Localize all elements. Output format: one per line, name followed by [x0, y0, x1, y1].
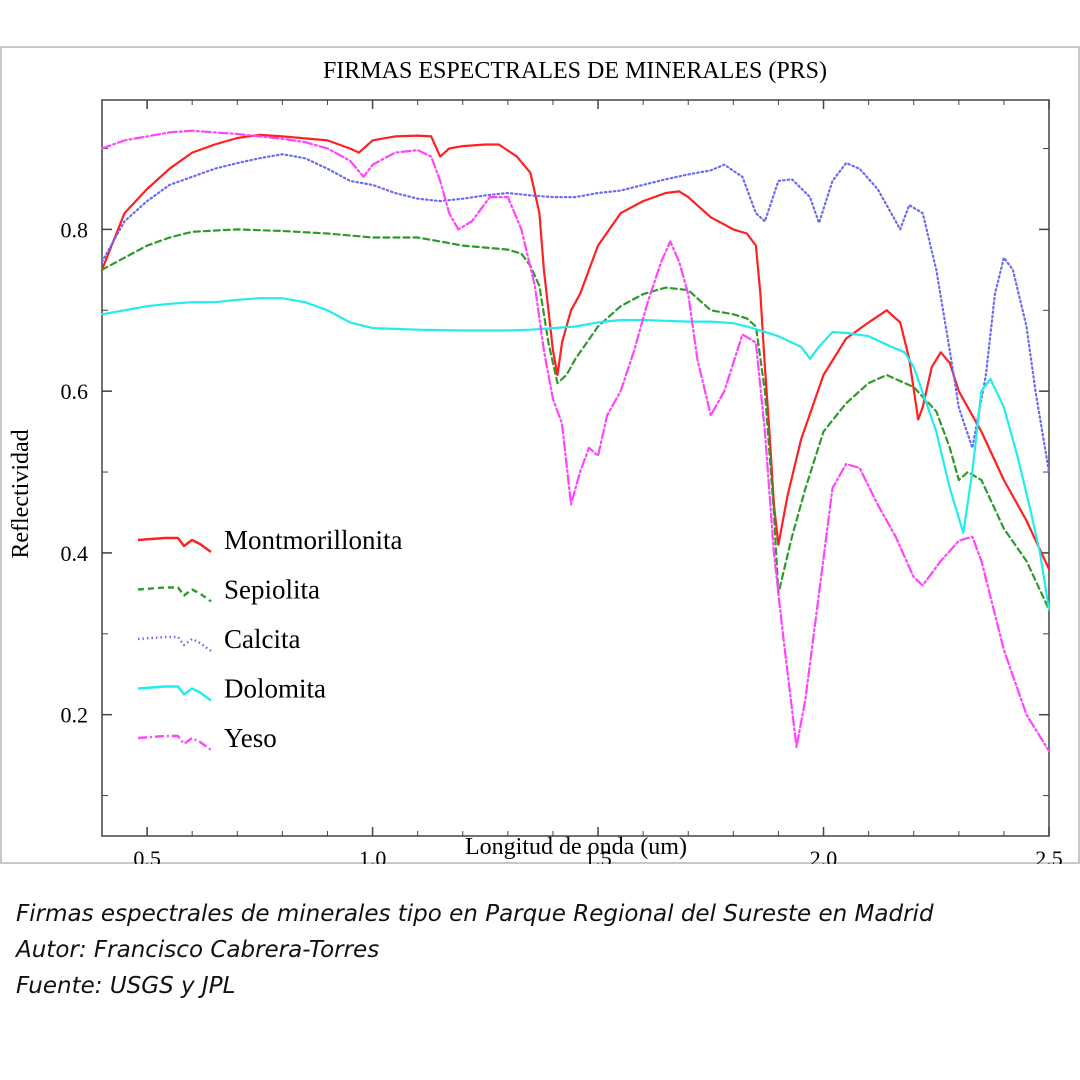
- plot-frame: [101, 99, 1050, 837]
- series-line-calcita: [100, 153, 1051, 474]
- caption-source: Fuente: USGS y JPL: [16, 973, 236, 999]
- series-line-montmorillonita: [100, 133, 1051, 571]
- figure-caption: Firmas espectrales de minerales tipo en …: [16, 896, 934, 1004]
- spectral-chart: FIRMAS ESPECTRALES DE MINERALES (PRS) 0.…: [0, 46, 1080, 864]
- chart-canvas: FIRMAS ESPECTRALES DE MINERALES (PRS) 0.…: [0, 46, 1080, 864]
- plot-area: 0.5 1.0 1.5 2.0 2.5 0.2 0.4 0.6 0.8: [61, 99, 1063, 864]
- x-tick-label: 2.5: [1035, 846, 1063, 864]
- x-tick-label: 0.5: [133, 846, 161, 864]
- caption-author: Autor: Francisco Cabrera-Torres: [16, 937, 380, 963]
- legend-swatch-dolomita: [137, 685, 212, 702]
- x-tick-label: 2.0: [810, 846, 838, 864]
- y-tick-label: 0.6: [61, 379, 89, 404]
- y-axis-label: Reflectividad: [8, 429, 34, 558]
- legend-label-sepiolita: Sepiolita: [224, 575, 320, 605]
- legend-swatch-calcita: [137, 635, 212, 652]
- legend-label-dolomita: Dolomita: [224, 674, 326, 704]
- x-axis-label: Longitud de onda (um): [465, 834, 687, 860]
- series-line-yeso: [100, 129, 1051, 753]
- series-lines: [100, 129, 1051, 753]
- axis-ticks: 0.5 1.0 1.5 2.0 2.5 0.2 0.4 0.6 0.8: [61, 100, 1063, 864]
- y-tick-label: 0.8: [61, 217, 89, 242]
- legend: Montmorillonita Sepiolita Calcita Dolomita Y…: [137, 525, 403, 753]
- caption-title: Firmas espectrales de minerales tipo en …: [16, 901, 934, 927]
- chart-outer-border: [0, 46, 1080, 864]
- legend-label-calcita: Calcita: [224, 624, 300, 654]
- y-tick-label: 0.2: [61, 703, 89, 728]
- legend-swatch-yeso: [137, 734, 212, 751]
- x-tick-label: 1.5: [584, 846, 612, 864]
- legend-swatch-montmorillonita: [137, 536, 212, 553]
- x-tick-label: 1.0: [359, 846, 387, 864]
- legend-label-montmorillonita: Montmorillonita: [224, 525, 403, 555]
- y-tick-label: 0.4: [61, 541, 89, 566]
- series-line-sepiolita: [100, 228, 1051, 611]
- legend-label-yeso: Yeso: [224, 723, 277, 753]
- series-line-dolomita: [100, 297, 1051, 611]
- chart-title: FIRMAS ESPECTRALES DE MINERALES (PRS): [323, 58, 827, 84]
- legend-swatch-sepiolita: [137, 586, 212, 603]
